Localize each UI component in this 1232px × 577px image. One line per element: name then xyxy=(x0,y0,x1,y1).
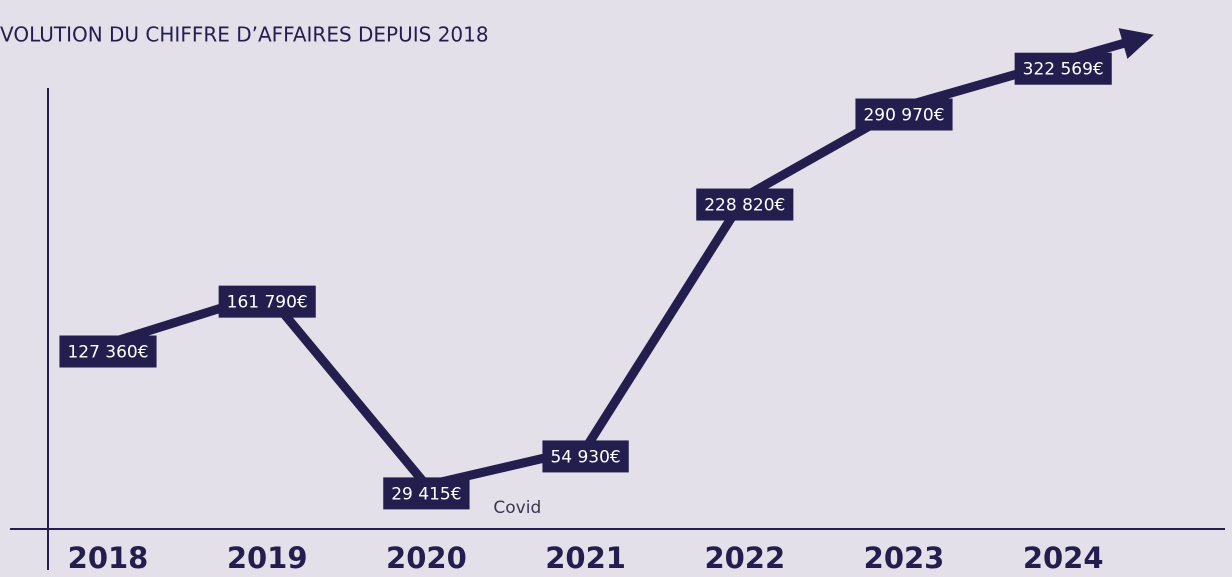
value-label-box xyxy=(696,188,794,221)
value-label-box xyxy=(855,98,953,131)
x-tick-label: 2018 xyxy=(68,541,149,575)
value-label: 290 970€ xyxy=(863,106,944,126)
annotation: Covid xyxy=(493,498,541,518)
value-label-box xyxy=(383,477,470,510)
value-label-box xyxy=(542,440,629,473)
value-label: 127 360€ xyxy=(67,343,148,363)
x-tick-label: 2021 xyxy=(545,541,626,575)
value-label: 161 790€ xyxy=(227,293,308,313)
x-tick-label: 2023 xyxy=(864,541,945,575)
value-label-box xyxy=(1014,52,1112,85)
arrow-head xyxy=(1118,28,1154,59)
x-tick-label: 2020 xyxy=(386,541,467,575)
x-tick-label: 2019 xyxy=(227,541,308,575)
x-tick-label: 2022 xyxy=(704,541,785,575)
value-label-box xyxy=(59,335,157,368)
value-label: 322 569€ xyxy=(1023,60,1104,80)
x-tick-label: 2024 xyxy=(1023,541,1104,575)
value-label-box xyxy=(218,285,316,318)
value-label: 228 820€ xyxy=(704,196,785,216)
value-label: 54 930€ xyxy=(550,447,620,467)
chart-title: VOLUTION DU CHIFFRE D’AFFAIRES DEPUIS 20… xyxy=(0,23,489,47)
value-label: 29 415€ xyxy=(391,484,461,504)
